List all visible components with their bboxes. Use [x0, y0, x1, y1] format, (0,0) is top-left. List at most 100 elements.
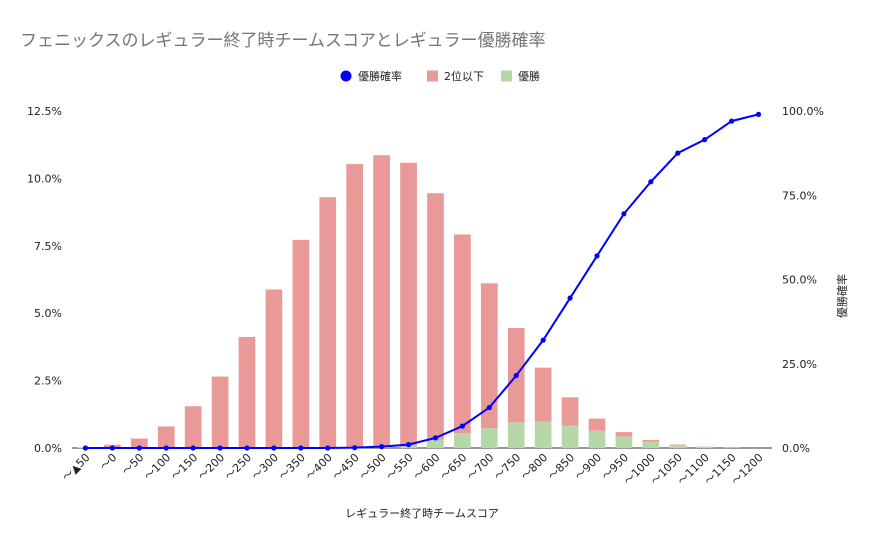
y-right-tick-label: 100.0% [782, 105, 824, 118]
bar-win [669, 445, 687, 448]
win-probability-point [567, 295, 573, 301]
y-axis-right-title: 優勝確率 [835, 274, 849, 318]
win-probability-point [513, 372, 519, 379]
x-axis: ～▲50 ～0 ～50～100～150～200～250～300～350～400～45… [60, 451, 766, 488]
bar-other [346, 164, 364, 448]
y-right-tick-label: 75.0% [782, 189, 817, 202]
win-probability-point [379, 444, 385, 450]
y-axis-left: 0.0% 2.5% 5.0% 7.5% 10.0% 12.5% [27, 105, 62, 455]
bar-win [454, 433, 471, 448]
x-tick-label: ～350 [276, 451, 308, 483]
win-probability-point [755, 111, 762, 117]
legend: 優勝確率 2位以下 優勝 [340, 69, 540, 83]
bar-other [373, 155, 390, 447]
win-probability-point [729, 118, 735, 124]
bar-other [130, 438, 148, 448]
bar-win [588, 430, 606, 448]
win-probability-point [217, 445, 223, 451]
y-left-tick-label: 7.5% [34, 240, 62, 253]
x-tick-label: ～700 [465, 451, 497, 483]
win-probability-point [136, 445, 142, 451]
bar-win [427, 439, 444, 448]
bar-win [642, 441, 660, 448]
x-tick-label: ～400 [303, 451, 335, 483]
bar-other [265, 289, 283, 448]
legend-label: 優勝確率 [358, 69, 402, 83]
bar-other [319, 197, 337, 448]
win-probability-line [85, 113, 759, 449]
bar-other [561, 397, 579, 426]
bar-other [427, 193, 444, 440]
x-tick-label: ～800 [518, 451, 550, 483]
legend-marker [501, 70, 512, 82]
y-right-tick-label: 0.0% [782, 442, 810, 455]
bar-other [238, 336, 256, 448]
win-probability-point [352, 445, 358, 451]
legend-label: 優勝 [518, 69, 540, 83]
bars-layer [77, 155, 740, 448]
bar-other [454, 234, 471, 434]
x-tick-label: ～0 [98, 451, 120, 473]
x-tick-label: ～300 [249, 451, 281, 483]
y-left-tick-label: 12.5% [27, 105, 62, 118]
x-tick-label: ～450 [330, 451, 362, 483]
x-tick-label: ～100 [142, 451, 174, 483]
bar-win [480, 428, 498, 448]
x-tick-label: ～▲50 [60, 451, 93, 484]
x-axis-title: レギュラー終了時チームスコア [345, 506, 499, 520]
bar-other [400, 162, 417, 446]
win-probability-point [325, 445, 331, 451]
win-probability-point [594, 253, 600, 259]
y-left-tick-label: 0.0% [34, 442, 62, 455]
win-probability-point [702, 137, 708, 143]
x-tick-label: ～650 [438, 451, 470, 483]
win-probability-point [405, 442, 412, 448]
win-probability-point [244, 445, 250, 451]
win-probability-point [190, 445, 196, 451]
y-left-tick-label: 2.5% [34, 375, 62, 388]
y-right-tick-label: 25.0% [782, 358, 817, 371]
win-probability-point [163, 445, 169, 451]
bar-win [561, 425, 579, 448]
chart-title: フェニックスのレギュラー終了時チームスコアとレギュラー優勝確率 [20, 31, 546, 51]
bar-other [184, 406, 202, 448]
bar-win [615, 436, 633, 448]
x-tick-label: ～500 [357, 451, 389, 483]
bar-other [157, 426, 175, 448]
win-probability-point [109, 445, 115, 451]
bar-win [507, 422, 525, 448]
y-right-tick-label: 50.0% [782, 274, 817, 287]
bar-other [588, 418, 606, 431]
win-probability-point [459, 423, 465, 429]
x-tick-label: ～250 [222, 451, 254, 483]
bar-other [534, 367, 552, 422]
x-tick-label: ～600 [411, 451, 443, 483]
bar-other [669, 444, 687, 446]
y-left-tick-label: 5.0% [34, 307, 62, 320]
legend-marker [427, 70, 438, 82]
x-tick-label: ～900 [572, 451, 604, 483]
win-probability-point [298, 445, 304, 451]
x-tick-label: ～850 [545, 451, 577, 483]
win-probability-point [540, 337, 546, 343]
bar-other [642, 439, 660, 442]
y-left-tick-label: 10.0% [27, 172, 62, 185]
bar-other [292, 239, 310, 448]
win-probability-point [675, 150, 681, 156]
win-probability-point [432, 435, 439, 441]
bar-other [480, 283, 498, 429]
x-tick-label: ～750 [492, 451, 524, 483]
bar-other [615, 432, 633, 437]
win-probability-point [486, 404, 492, 411]
win-probability-point [271, 445, 277, 451]
win-probability-point [621, 211, 627, 217]
x-tick-label: ～550 [384, 451, 416, 483]
bar-win [696, 446, 714, 448]
bar-win [534, 421, 552, 448]
win-probability-point [648, 179, 654, 185]
y-axis-right: 0.0% 25.0% 50.0% 75.0% 100.0% [782, 105, 824, 455]
win-probability-point [82, 445, 89, 451]
legend-marker [340, 70, 352, 82]
x-tick-label: ～150 [168, 451, 200, 483]
